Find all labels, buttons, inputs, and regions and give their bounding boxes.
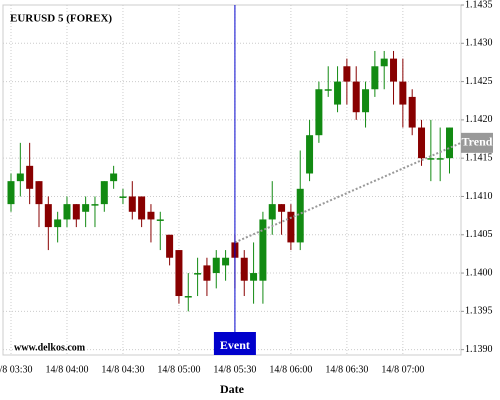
candle-body — [436, 158, 444, 160]
x-tick-label: 14/8 04:30 — [101, 364, 144, 375]
candle-body — [35, 181, 43, 205]
y-tick-label: 1.1435 — [465, 0, 493, 10]
x-tick-label: 14/8 06:00 — [269, 364, 312, 375]
candle-body — [166, 234, 174, 258]
candle-body — [408, 96, 416, 128]
candle-body — [156, 219, 164, 221]
y-tick-label: 1.1425 — [465, 76, 493, 87]
candle-body — [222, 257, 230, 266]
x-tick-label: 14/8 06:30 — [325, 364, 368, 375]
event-label-box — [213, 332, 256, 355]
candle-body — [343, 66, 351, 82]
candle-body — [72, 204, 80, 220]
candle-body — [371, 66, 379, 90]
y-tick-label: 1.1420 — [465, 114, 493, 125]
candle-body — [259, 219, 267, 281]
y-tick-label: 1.1400 — [465, 267, 493, 278]
candle-body — [380, 58, 388, 67]
candle-body — [7, 181, 15, 205]
trend-line — [234, 141, 462, 244]
candle-body — [119, 196, 127, 198]
candle-body — [334, 81, 342, 105]
x-tick-label: 14/8 05:30 — [213, 364, 256, 375]
candle-body — [315, 89, 323, 136]
candle-body — [203, 265, 211, 281]
candle-body — [278, 204, 286, 212]
candle-body — [110, 173, 118, 182]
x-tick-label: 14/8 07:00 — [381, 364, 424, 375]
candle-body — [194, 273, 202, 275]
candle-body — [268, 204, 276, 220]
event-label: Event — [220, 338, 250, 352]
candle-body — [147, 211, 155, 220]
candle-body — [82, 204, 90, 212]
candle-body — [100, 181, 108, 205]
candle-body — [63, 204, 71, 220]
plot-area — [2, 4, 462, 356]
candle-body — [296, 188, 304, 243]
candle-body — [250, 273, 258, 281]
chart-title: EURUSD 5 (FOREX) — [10, 13, 112, 25]
candle-body — [175, 250, 183, 297]
x-tick-label: 14/8 03:30 — [0, 364, 33, 375]
trend-label: Trend — [462, 135, 493, 149]
trend-label-box — [461, 132, 493, 153]
candle-body — [399, 81, 407, 105]
y-tick-label: 1.1390 — [465, 344, 493, 355]
candle-body — [446, 127, 454, 159]
candle-body — [418, 127, 426, 159]
candle-body — [184, 296, 192, 298]
candle-body — [138, 196, 146, 220]
candle-body — [128, 196, 136, 212]
y-tick-label: 1.1415 — [465, 152, 493, 163]
x-tick-label: 14/8 05:00 — [157, 364, 200, 375]
candle-body — [212, 257, 220, 274]
y-tick-label: 1.1430 — [465, 38, 493, 49]
y-tick-label: 1.1410 — [465, 191, 493, 202]
candle-body — [16, 173, 24, 182]
candle-body — [352, 81, 360, 113]
candle-body — [91, 204, 99, 206]
candle-body — [26, 165, 34, 189]
candle-body — [287, 211, 295, 243]
y-tick-label: 1.1405 — [465, 229, 493, 240]
candle-body — [240, 257, 248, 281]
candle-body — [306, 135, 314, 174]
candle-body — [427, 158, 435, 160]
x-tick-label: 14/8 04:00 — [45, 364, 88, 375]
candle-body — [44, 204, 52, 228]
x-axis-label: Date — [220, 382, 245, 396]
watermark: www.delkos.com — [14, 342, 86, 353]
y-tick-label: 1.1395 — [465, 306, 493, 317]
candle-body — [362, 89, 370, 113]
candle-body — [390, 58, 398, 82]
candle-body — [324, 89, 332, 91]
candle-body — [54, 219, 62, 228]
